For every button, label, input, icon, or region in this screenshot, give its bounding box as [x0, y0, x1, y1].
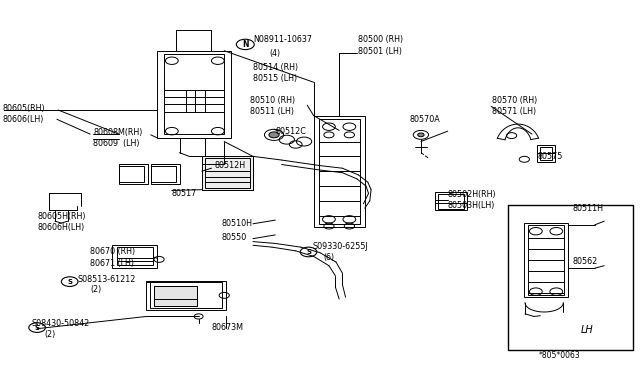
Bar [435, 192, 467, 210]
Bar [537, 145, 555, 162]
Text: 80571 (LH): 80571 (LH) [492, 108, 536, 116]
Bar [157, 51, 230, 138]
Text: 80510 (RH): 80510 (RH) [250, 96, 295, 105]
Text: S: S [306, 249, 311, 255]
Bar [150, 282, 222, 308]
Text: 80575: 80575 [537, 152, 563, 161]
Text: 80605H(RH): 80605H(RH) [38, 212, 86, 221]
Bar [319, 119, 360, 224]
Text: 80510H: 80510H [221, 219, 252, 228]
Bar [164, 54, 224, 134]
Bar [202, 156, 253, 190]
Text: *805*0063: *805*0063 [538, 351, 580, 360]
Text: 80562: 80562 [572, 257, 598, 266]
Bar [528, 225, 564, 295]
Text: 80606H(LH): 80606H(LH) [38, 223, 85, 232]
Text: 80673M: 80673M [211, 323, 243, 332]
Bar [151, 166, 176, 182]
Text: S: S [67, 279, 72, 285]
Bar [119, 166, 145, 182]
Text: 80605(RH): 80605(RH) [3, 104, 45, 113]
Text: 80500 (RH): 80500 (RH) [358, 35, 403, 44]
Bar [438, 194, 464, 209]
Bar [524, 223, 568, 297]
Text: 80517: 80517 [172, 189, 197, 198]
Text: 80608M(RH): 80608M(RH) [93, 128, 143, 137]
Text: 80670 (RH): 80670 (RH) [90, 247, 135, 256]
Text: 80609  (LH): 80609 (LH) [93, 139, 140, 148]
Bar [119, 164, 148, 184]
Text: 80671 (LH): 80671 (LH) [90, 259, 134, 267]
Text: 80570 (RH): 80570 (RH) [492, 96, 538, 105]
Text: 80512C: 80512C [275, 126, 306, 136]
Bar [151, 164, 179, 184]
Text: 80501 (LH): 80501 (LH) [358, 47, 403, 56]
Text: S08513-61212: S08513-61212 [77, 275, 136, 284]
Text: 80570A: 80570A [410, 115, 440, 124]
Text: S08430-50842: S08430-50842 [31, 320, 90, 328]
Text: (2): (2) [44, 330, 56, 340]
Bar [540, 147, 552, 160]
Text: N08911-10637: N08911-10637 [253, 35, 312, 44]
Bar [117, 247, 153, 265]
Bar [154, 286, 197, 307]
Text: N: N [242, 40, 248, 49]
Text: LH: LH [580, 325, 593, 335]
Text: (6): (6) [323, 253, 334, 262]
Text: 80606(LH): 80606(LH) [3, 115, 44, 124]
Bar [147, 280, 226, 310]
Text: 80503H(LH): 80503H(LH) [448, 201, 495, 210]
Text: 80511H: 80511H [572, 205, 604, 214]
Bar [205, 158, 250, 188]
Bar [314, 116, 365, 227]
Text: 80502H(RH): 80502H(RH) [448, 190, 497, 199]
Text: 80515 (LH): 80515 (LH) [253, 74, 297, 83]
Text: (2): (2) [90, 285, 101, 294]
Text: S: S [35, 325, 40, 331]
Text: 80511 (LH): 80511 (LH) [250, 108, 294, 116]
Bar [508, 205, 633, 350]
Circle shape [418, 133, 424, 137]
Circle shape [269, 132, 279, 138]
Text: 80514 (RH): 80514 (RH) [253, 63, 298, 72]
Text: 80512H: 80512H [214, 161, 246, 170]
Text: 80550: 80550 [221, 233, 246, 243]
Text: S09330-6255J: S09330-6255J [312, 241, 368, 250]
Text: (4): (4) [269, 49, 280, 58]
Bar [154, 286, 197, 307]
Bar [113, 244, 157, 267]
